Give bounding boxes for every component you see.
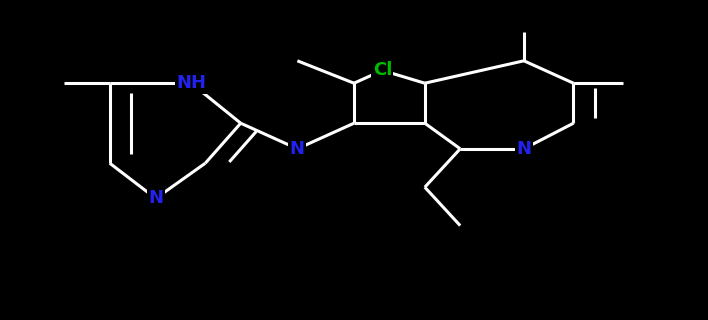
Text: N: N xyxy=(516,140,532,158)
Text: N: N xyxy=(148,189,164,207)
Text: NH: NH xyxy=(176,74,206,92)
Text: N: N xyxy=(290,140,305,158)
Text: Cl: Cl xyxy=(372,61,392,79)
